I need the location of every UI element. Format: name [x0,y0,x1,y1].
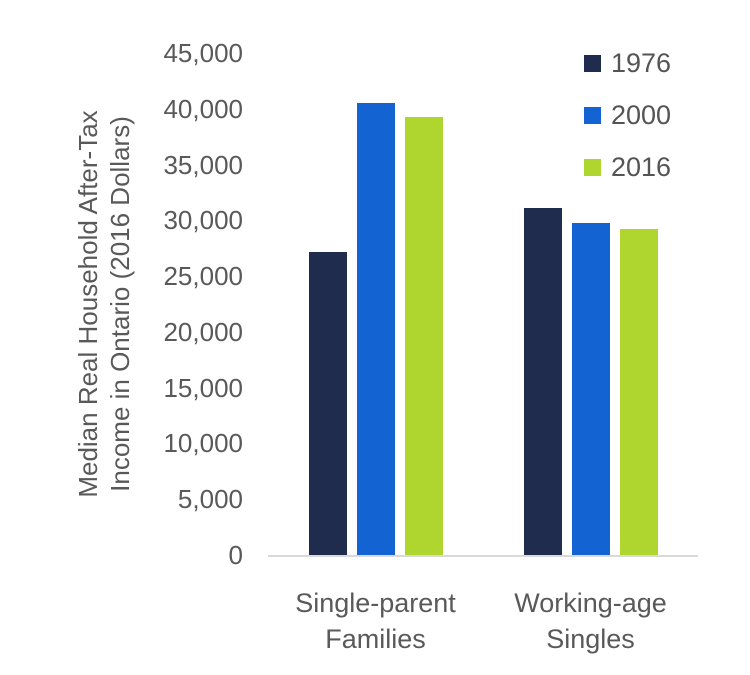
legend-entry-2000: 2000 [584,100,671,130]
category-label-line: Single-parent [295,588,456,618]
category-label-0: Single-parent Families [256,585,496,657]
y-axis-tick-labels: 45,000 40,000 35,000 30,000 25,000 20,000 15,0… [130,0,243,675]
legend-entry-1976: 1976 [584,48,671,78]
y-tick-35000: 35,000 [163,149,243,180]
bar-1976-cat0 [308,252,347,555]
category-label-1: Working-age Singles [471,585,711,657]
legend-swatch-1976 [584,54,601,72]
y-tick-15000: 15,000 [163,372,243,403]
bar-2016-cat0 [404,117,443,555]
x-axis-line [268,555,698,557]
y-tick-10000: 10,000 [163,428,243,459]
plot-area [268,53,698,555]
y-tick-30000: 30,000 [163,205,243,236]
y-tick-45000: 45,000 [163,38,243,68]
legend-label-2016: 2016 [611,152,672,182]
bar-2000-cat0 [356,103,395,555]
bar-1976-cat1 [523,208,562,555]
legend-swatch-2000 [584,106,601,124]
bar-group-0 [308,103,443,555]
bar-2016-cat1 [619,229,658,555]
bar-group-1 [523,208,658,555]
legend: 1976 2000 2016 [584,48,671,204]
category-label-line: Families [325,624,426,654]
legend-label-2000: 2000 [611,100,672,130]
y-tick-0: 0 [228,540,243,570]
y-axis-title-line-1: Median Real Household After-Tax [73,110,103,498]
legend-label-1976: 1976 [611,48,672,78]
y-tick-5000: 5,000 [177,484,243,515]
y-tick-25000: 25,000 [163,261,243,292]
y-axis-title-text: Median Real Household After-Tax Income i… [72,53,136,555]
bar-2000-cat1 [571,223,610,555]
category-label-line: Singles [546,624,635,654]
y-tick-20000: 20,000 [163,316,243,347]
legend-swatch-2016 [584,158,601,176]
y-tick-40000: 40,000 [163,93,243,124]
category-label-line: Working-age [514,588,667,618]
legend-entry-2016: 2016 [584,152,671,182]
